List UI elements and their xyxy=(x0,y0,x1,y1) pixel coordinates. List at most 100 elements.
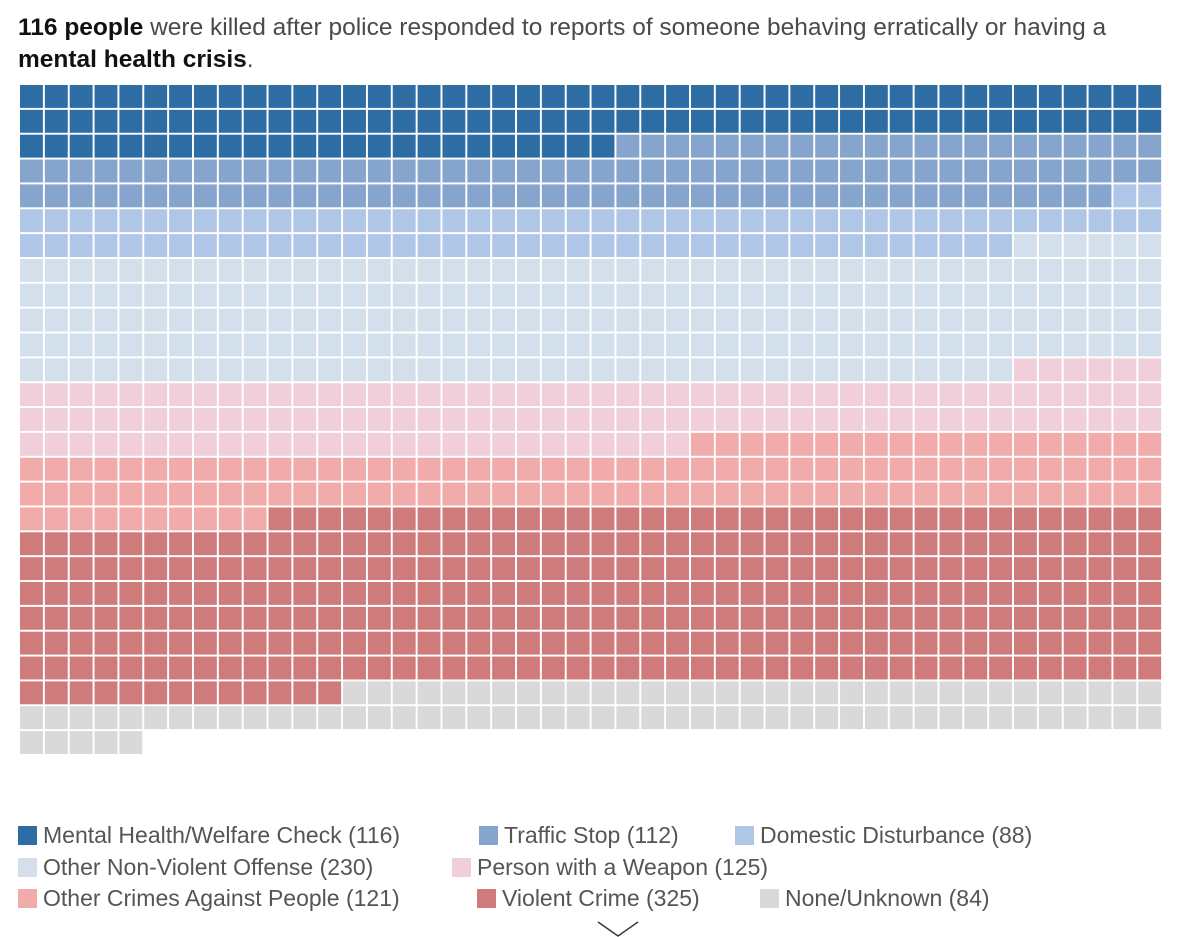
waffle-cell xyxy=(889,532,913,556)
waffle-cell xyxy=(591,85,615,108)
waffle-cell xyxy=(1063,681,1087,705)
waffle-cell xyxy=(1038,258,1062,282)
waffle-cell xyxy=(442,482,466,506)
waffle-cell xyxy=(517,209,540,233)
legend-item-person-with-weapon: Person with a Weapon (125) xyxy=(452,852,768,884)
waffle-cell xyxy=(765,209,789,233)
waffle-cell xyxy=(1088,134,1112,158)
waffle-cell xyxy=(467,656,491,680)
waffle-cell xyxy=(20,656,43,680)
waffle-cell xyxy=(889,333,913,357)
waffle-cell xyxy=(144,507,168,531)
waffle-cell xyxy=(541,383,565,407)
waffle-cell xyxy=(119,383,143,407)
waffle-cell xyxy=(144,408,168,431)
waffle-cell xyxy=(690,631,714,655)
waffle-cell xyxy=(69,457,93,481)
waffle-cell xyxy=(541,482,565,506)
waffle-cell xyxy=(690,159,714,183)
waffle-cell xyxy=(690,681,714,705)
waffle-cell xyxy=(367,184,391,208)
waffle-cell xyxy=(343,631,366,655)
waffle-cell xyxy=(914,706,938,730)
waffle-cell xyxy=(517,234,540,257)
waffle-cell xyxy=(740,681,764,705)
waffle-cell xyxy=(44,532,68,556)
waffle-cell xyxy=(517,582,540,605)
waffle-cell xyxy=(1038,109,1062,133)
waffle-cell xyxy=(1113,358,1137,382)
waffle-cell xyxy=(119,731,143,754)
waffle-cell xyxy=(94,432,118,456)
waffle-cell xyxy=(864,606,888,630)
waffle-cell xyxy=(392,308,416,332)
waffle-cell xyxy=(1088,184,1112,208)
waffle-cell xyxy=(193,582,217,605)
waffle-cell xyxy=(840,283,863,307)
waffle-cell xyxy=(119,706,143,730)
waffle-cell xyxy=(94,606,118,630)
waffle-cell xyxy=(392,358,416,382)
waffle-cell xyxy=(1088,631,1112,655)
waffle-cell xyxy=(641,308,665,332)
chart-headline: 116 people were killed after police resp… xyxy=(18,12,1188,76)
waffle-cell xyxy=(641,408,665,431)
waffle-cell xyxy=(467,606,491,630)
waffle-cell xyxy=(641,557,665,581)
waffle-cell xyxy=(690,109,714,133)
waffle-cell xyxy=(442,606,466,630)
waffle-cell xyxy=(1088,383,1112,407)
waffle-cell xyxy=(616,159,640,183)
waffle-cell xyxy=(939,631,963,655)
waffle-cell xyxy=(169,706,192,730)
waffle-cell xyxy=(144,706,168,730)
waffle-cell xyxy=(1063,706,1087,730)
waffle-cell xyxy=(417,258,441,282)
waffle-cell xyxy=(1038,159,1062,183)
waffle-cell xyxy=(566,184,590,208)
waffle-cell xyxy=(293,507,317,531)
waffle-cell xyxy=(318,507,342,531)
waffle-cell xyxy=(864,109,888,133)
waffle-cell xyxy=(1014,184,1037,208)
waffle-cell xyxy=(442,109,466,133)
chevron-down-icon[interactable] xyxy=(595,920,641,937)
waffle-cell xyxy=(541,308,565,332)
waffle-cell xyxy=(740,358,764,382)
waffle-cell xyxy=(790,532,814,556)
waffle-cell xyxy=(616,308,640,332)
waffle-cell xyxy=(641,109,665,133)
waffle-cell xyxy=(1063,606,1087,630)
waffle-cell xyxy=(790,333,814,357)
waffle-cell xyxy=(20,582,43,605)
waffle-cell xyxy=(815,383,839,407)
waffle-cell xyxy=(864,159,888,183)
waffle-cell xyxy=(616,234,640,257)
waffle-cell xyxy=(1014,209,1037,233)
waffle-cell xyxy=(666,681,689,705)
waffle-cell xyxy=(20,159,43,183)
waffle-cell xyxy=(616,383,640,407)
waffle-cell xyxy=(20,432,43,456)
waffle-cell xyxy=(715,432,739,456)
waffle-cell xyxy=(193,184,217,208)
waffle-cell xyxy=(1113,557,1137,581)
waffle-cell xyxy=(666,209,689,233)
waffle-cell xyxy=(1088,532,1112,556)
waffle-cell xyxy=(517,258,540,282)
waffle-cell xyxy=(715,85,739,108)
waffle-cell xyxy=(119,482,143,506)
waffle-cell xyxy=(591,134,615,158)
waffle-cell xyxy=(1138,258,1162,282)
waffle-cell xyxy=(293,109,317,133)
waffle-cell xyxy=(616,358,640,382)
waffle-cell xyxy=(790,134,814,158)
waffle-cell xyxy=(492,557,516,581)
waffle-cell xyxy=(169,234,192,257)
waffle-cell xyxy=(641,432,665,456)
waffle-cell xyxy=(318,582,342,605)
waffle-cell xyxy=(268,383,292,407)
waffle-cell xyxy=(243,333,267,357)
waffle-cell xyxy=(790,308,814,332)
waffle-cell xyxy=(690,234,714,257)
